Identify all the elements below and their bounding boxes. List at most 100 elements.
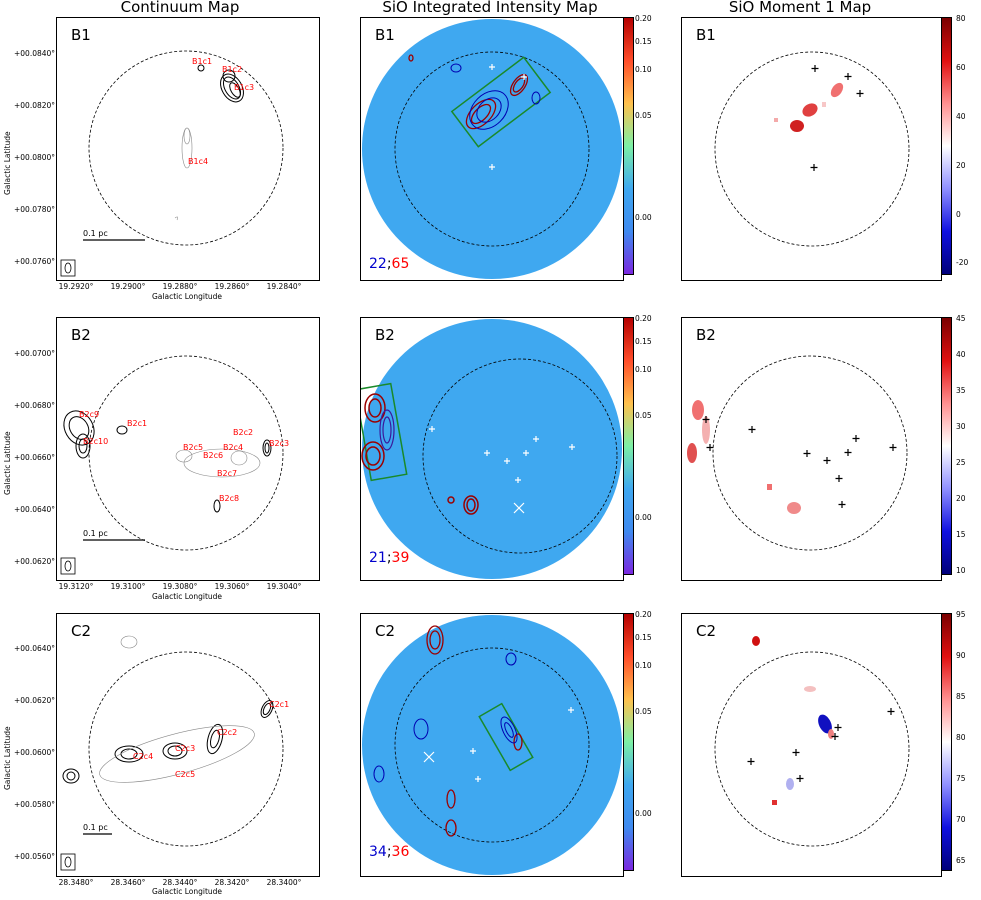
continuum-contours — [62, 700, 274, 784]
svg-text:C2c5: C2c5 — [175, 770, 195, 779]
svg-text:C2c1: C2c1 — [269, 700, 289, 709]
x-tick: 19.3080° — [162, 582, 198, 591]
x-tick: 19.2900° — [110, 282, 146, 291]
continuum-panel: B1 B1c1 B1c2 B1c3 B1c4 0.1 pc — [56, 17, 320, 281]
y-tick: +00.0620° — [14, 557, 56, 566]
y-tick: +00.0660° — [14, 453, 56, 462]
colorbar-tick: -20 — [956, 258, 969, 267]
colorbar-tick: 0.05 — [635, 111, 652, 120]
source-crosses — [489, 64, 527, 170]
colorbar-tick: 25 — [956, 458, 966, 467]
svg-text:C2c4: C2c4 — [133, 752, 153, 761]
colorbar-tick: 35 — [956, 386, 966, 395]
svg-text:B2c6: B2c6 — [203, 451, 223, 460]
svg-text:B2c7: B2c7 — [217, 469, 237, 478]
y-tick: +00.0760° — [14, 257, 56, 266]
colorbar-tick: 10 — [956, 566, 966, 575]
svg-text:B2c1: B2c1 — [127, 419, 147, 428]
column-title-continuum: Continuum Map — [120, 0, 240, 16]
velocity-pixels — [774, 82, 844, 132]
colorbar-tick: 0.10 — [635, 65, 652, 74]
source-crosses — [810, 65, 864, 171]
velocity-pixels — [752, 636, 834, 805]
panel-label: B1 — [696, 26, 716, 44]
blue-lobe-contours — [373, 652, 518, 783]
x-axis-label: Galactic Longitude — [151, 292, 223, 301]
red-lobe-contours — [426, 625, 523, 837]
colorbar-tick: 0.10 — [635, 365, 652, 374]
colorbar-tick: 40 — [956, 112, 966, 121]
colorbar-tick: 0.05 — [635, 707, 652, 716]
panel-label: B2 — [696, 326, 716, 344]
intensity-colorbar — [623, 613, 634, 871]
x-tick: 19.2840° — [266, 282, 302, 291]
x-tick: 19.3060° — [214, 582, 250, 591]
panel-label: C2 — [696, 622, 717, 640]
moment1-panel: C2 — [681, 613, 942, 877]
y-tick: +00.0780° — [14, 205, 56, 214]
sio-intensity-panel: C2 34;36 — [360, 613, 624, 877]
column-title-sio-moment1: SiO Moment 1 Map — [728, 0, 872, 16]
velocity-colorbar — [941, 613, 952, 871]
red-lobe-contours — [408, 54, 529, 130]
x-tick: 28.3460° — [110, 878, 146, 887]
continuum-panel: B2c9 B2c10 B2c1 B2c2 B2c5 B2c4 B2c6 B2c7… — [56, 317, 320, 581]
source-label: B1c1 — [192, 57, 212, 66]
svg-text:C2c3: C2c3 — [175, 744, 195, 753]
svg-text:B2c9: B2c9 — [79, 410, 99, 419]
moment1-panel: B1 — [681, 17, 942, 281]
y-axis-label: Galactic Latitude — [3, 131, 12, 195]
colorbar-tick: 65 — [956, 856, 966, 865]
x-tick: 19.2880° — [162, 282, 198, 291]
source-markers: B2c9 B2c10 B2c1 B2c2 B2c5 B2c4 B2c6 B2c7… — [79, 410, 289, 503]
source-label: B1c3 — [234, 83, 254, 92]
sio-pixel-counts: 22;65 — [369, 256, 410, 272]
svg-text:C2c2: C2c2 — [217, 728, 237, 737]
x-tick: 19.3120° — [58, 582, 94, 591]
scale-bar-label: 0.1 pc — [83, 229, 108, 238]
source-crosses — [423, 707, 574, 782]
outflow-box — [361, 382, 408, 482]
intensity-colorbar — [623, 17, 634, 275]
panel-label: C2 — [375, 622, 396, 640]
source-markers: C2c1 C2c2 C2c3 C2c4 C2c5 — [133, 700, 289, 779]
colorbar-tick: 20 — [956, 161, 966, 170]
colorbar-tick: 0.00 — [635, 513, 652, 522]
colorbar-tick: 85 — [956, 692, 966, 701]
velocity-colorbar — [941, 317, 952, 575]
y-tick: +00.0600° — [14, 748, 56, 757]
colorbar-tick: 80 — [956, 14, 966, 23]
source-markers: B1c1 B1c2 B1c3 B1c4 — [188, 57, 254, 166]
colorbar-tick: 0.15 — [635, 337, 652, 346]
moment1-panel: B2 — [681, 317, 942, 581]
colorbar-tick: 95 — [956, 610, 966, 619]
continuum-panel: C2c1 C2c2 C2c3 C2c4 C2c5 0.1 pc C2 — [56, 613, 320, 877]
intensity-colorbar — [623, 317, 634, 575]
y-axis-label: Galactic Latitude — [3, 726, 12, 790]
x-tick: 28.3400° — [266, 878, 302, 887]
panel-label: B2 — [375, 326, 395, 344]
svg-text:B2c2: B2c2 — [233, 428, 253, 437]
x-tick: 19.2860° — [214, 282, 250, 291]
svg-text:B2c4: B2c4 — [223, 443, 243, 452]
colorbar-tick: 0.10 — [635, 661, 652, 670]
continuum-contours — [197, 64, 244, 103]
column-title-sio-intensity: SiO Integrated Intensity Map — [382, 0, 598, 16]
panel-label: B1 — [375, 26, 395, 44]
colorbar-tick: 0.05 — [635, 411, 652, 420]
colorbar-tick: 15 — [956, 530, 966, 539]
y-tick: +00.0640° — [14, 644, 56, 653]
svg-text:0.1 pc: 0.1 pc — [83, 529, 108, 538]
velocity-colorbar — [941, 17, 952, 275]
colorbar-tick: 0.20 — [635, 610, 652, 619]
svg-text:B2c3: B2c3 — [269, 439, 289, 448]
x-tick: 19.3100° — [110, 582, 146, 591]
blue-lobe-contours — [450, 63, 541, 130]
colorbar-tick: 20 — [956, 494, 966, 503]
y-tick: +00.0580° — [14, 800, 56, 809]
colorbar-tick: 70 — [956, 815, 966, 824]
colorbar-tick: 0.20 — [635, 14, 652, 23]
source-crosses — [429, 426, 575, 514]
panel-label: B2 — [71, 326, 91, 344]
source-crosses — [702, 416, 897, 508]
